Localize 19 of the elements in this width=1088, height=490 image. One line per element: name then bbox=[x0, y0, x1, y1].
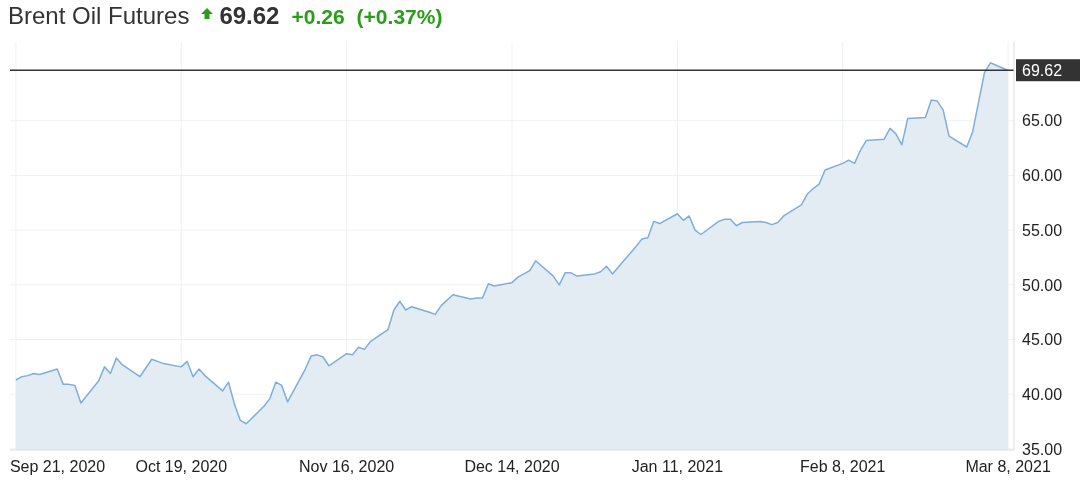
text: +0.26 bbox=[291, 5, 345, 29]
y-tick-label: 45.00 bbox=[1022, 331, 1063, 349]
x-tick-label: Oct 19, 2020 bbox=[135, 458, 228, 475]
x-tick-label: Jan 11, 2021 bbox=[631, 458, 724, 475]
x-tick-label: Sep 21, 2020 bbox=[9, 458, 106, 475]
x-tick-label: Feb 8, 2021 bbox=[800, 458, 886, 475]
y-tick-label: 50.00 bbox=[1022, 276, 1063, 294]
text: (+0.37%) bbox=[356, 5, 443, 29]
text: 69.62 bbox=[219, 2, 280, 30]
y-tick-label: 35.00 bbox=[1022, 440, 1063, 458]
y-tick-label: 40.00 bbox=[1022, 385, 1063, 403]
chart-title: Brent Oil Futures bbox=[8, 2, 190, 30]
y-tick-label: 55.00 bbox=[1022, 221, 1063, 239]
x-tick-label: Nov 16, 2020 bbox=[299, 458, 395, 475]
y-tick-label: 65.00 bbox=[1022, 112, 1063, 130]
y-tick-label: 60.00 bbox=[1022, 167, 1063, 185]
x-tick-label: Dec 14, 2020 bbox=[464, 458, 560, 475]
ref-line-label: 69.62 bbox=[1022, 62, 1063, 80]
x-tick-label: Mar 8, 2021 bbox=[965, 458, 1051, 475]
